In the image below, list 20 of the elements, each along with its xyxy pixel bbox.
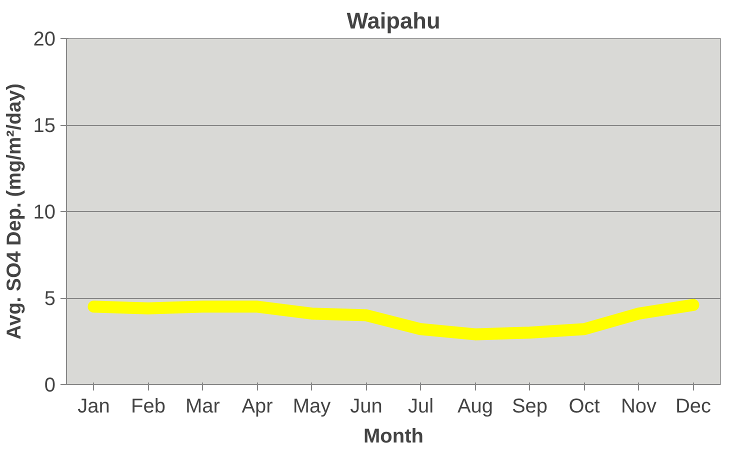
y-tick-label: 0 — [44, 374, 56, 396]
y-axis-title: Avg. SO4 Dep. (mg/m²/day) — [3, 84, 26, 340]
x-tick-label: Jan — [78, 396, 110, 418]
x-tick-label: Jul — [408, 396, 434, 418]
x-tick-label: Feb — [131, 396, 166, 418]
y-tick-label: 5 — [44, 288, 56, 310]
x-tick-label: Dec — [675, 396, 712, 418]
chart-title: Waipahu — [346, 8, 440, 34]
x-tick-label: May — [292, 396, 331, 418]
x-tick-label: Nov — [620, 396, 657, 418]
x-tick-label: Sep — [512, 396, 548, 418]
x-axis-title: Month — [364, 426, 424, 448]
x-tick-label: Aug — [457, 396, 494, 418]
x-tick-label: Mar — [186, 396, 220, 418]
y-tick-label: 10 — [33, 202, 56, 224]
x-tick-label: Oct — [568, 396, 600, 418]
x-tick-label: Apr — [242, 396, 274, 418]
y-tick-label: 15 — [33, 115, 56, 137]
x-tick-label: Jun — [350, 396, 382, 418]
y-tick-label: 20 — [33, 28, 56, 50]
